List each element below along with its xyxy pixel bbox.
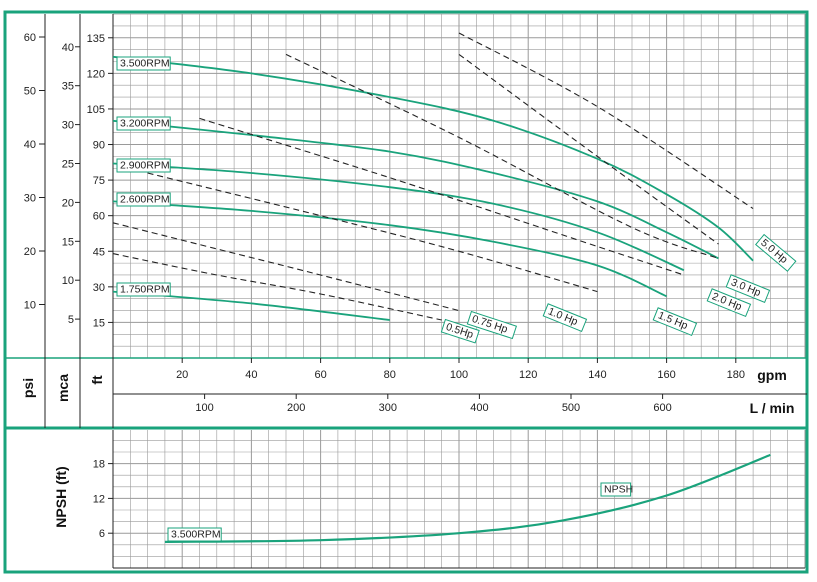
- curve-label-text: 2.600RPM: [120, 194, 170, 206]
- curve-label-box: [652, 307, 698, 337]
- npsh-grid: [112, 430, 806, 569]
- curve-2-900rpm: [112, 162, 685, 272]
- curve-label-text: 1.750RPM: [120, 284, 170, 296]
- curve-label-box: [466, 310, 518, 340]
- curve-label-box: [116, 56, 171, 71]
- ft-tick-label: 75: [93, 175, 105, 187]
- npsh-tick-label: 18: [93, 459, 105, 471]
- npsh-curves: 3.500RPM NPSH: [164, 453, 771, 543]
- curve-0-5hp: [112, 253, 442, 321]
- curve-label-box: [116, 192, 171, 207]
- npsh-curve-3-500rpm: [164, 453, 771, 543]
- lmin-tick-label: 400: [470, 402, 488, 414]
- label-2-900rpm: 2.900RPM: [116, 158, 171, 173]
- curve-label-box: [116, 282, 171, 297]
- curve-2-600rpm: [112, 200, 667, 298]
- lmin-tick-label: 500: [562, 402, 580, 414]
- gpm-tick-label: 60: [314, 369, 326, 381]
- curve-label-box: [706, 288, 752, 318]
- mca-tick-label: 20: [62, 197, 74, 209]
- curve-1-5-hp: [199, 117, 685, 276]
- ft-tick-label: 45: [93, 246, 105, 258]
- lmin-tick-label: 200: [287, 402, 305, 414]
- psi-axis-title: psi: [20, 378, 36, 398]
- perf-grid: [112, 13, 806, 359]
- psi-tick-label: 30: [24, 193, 36, 205]
- ft-tick-label: 60: [93, 211, 105, 223]
- label-1-750rpm: 1.750RPM: [116, 282, 171, 297]
- gpm-tick-label: 140: [588, 369, 606, 381]
- npsh-label-3-500rpm: 3.500RPM: [167, 527, 222, 542]
- curve-label-box: [600, 482, 632, 497]
- ft-tick-label: 30: [93, 282, 105, 294]
- curve-label-box: [116, 116, 171, 131]
- gpm-tick-label: 120: [519, 369, 537, 381]
- curve-label-text: 3.200RPM: [120, 118, 170, 130]
- gpm-tick-label: 160: [657, 369, 675, 381]
- axis-titles: psi mca ft gpm L / min NPSH (ft): [20, 367, 794, 528]
- ft-tick-label: 135: [87, 33, 105, 45]
- ft-axis-title: ft: [89, 375, 105, 385]
- npsh-tick-label: 6: [99, 528, 105, 540]
- label-3-200rpm: 3.200RPM: [116, 116, 171, 131]
- lmin-tick-label: 100: [195, 402, 213, 414]
- psi-tick-label: 20: [24, 246, 36, 258]
- curve-3-0-hp: [458, 53, 719, 245]
- mca-axis-title: mca: [55, 374, 71, 402]
- ft-tick-label: 120: [87, 68, 105, 80]
- psi-tick-label: 60: [24, 32, 36, 44]
- curve-label-text: NPSH: [604, 484, 633, 496]
- curve-label-box: [167, 527, 222, 542]
- psi-tick-label: 50: [24, 86, 36, 98]
- npsh-annotation: NPSH: [600, 482, 633, 497]
- label-3-500rpm: 3.500RPM: [116, 56, 171, 71]
- curve-label-box: [116, 158, 171, 173]
- gpm-tick-label: 80: [384, 369, 396, 381]
- curve-label-text: 2.900RPM: [120, 160, 170, 172]
- mca-tick-label: 35: [62, 81, 74, 93]
- curve-3-200rpm: [112, 119, 719, 260]
- axis-ticks: 10 20 30 40 50 60 5 10 15 20 25 30 35 40 15 30 45 60 75 90 1…: [24, 32, 745, 540]
- mca-tick-label: 5: [68, 314, 74, 326]
- gpm-tick-label: 100: [450, 369, 468, 381]
- mca-tick-label: 30: [62, 120, 74, 132]
- psi-tick-label: 10: [24, 300, 36, 312]
- curve-label-text: 3.500RPM: [120, 58, 170, 70]
- curve-label-box: [755, 233, 797, 272]
- label-2-600rpm: 2.600RPM: [116, 192, 171, 207]
- mca-tick-label: 25: [62, 159, 74, 171]
- curve-label-text: 3.500RPM: [171, 529, 221, 541]
- curve-1-0-hp: [147, 172, 598, 293]
- curve-label-box: [725, 274, 771, 304]
- ft-tick-label: 15: [93, 317, 105, 329]
- curve-label-box: [440, 318, 480, 344]
- psi-tick-label: 40: [24, 139, 36, 151]
- npsh-tick-label: 12: [93, 493, 105, 505]
- curve-0-75-hp: [112, 222, 460, 312]
- axis-frame-lines: [5, 14, 807, 569]
- curve-label-box: [542, 303, 588, 333]
- gpm-tick-label: 20: [176, 369, 188, 381]
- gpm-tick-label: 40: [245, 369, 257, 381]
- mca-tick-label: 40: [62, 42, 74, 54]
- ft-tick-label: 90: [93, 140, 105, 152]
- gpm-tick-label: 180: [727, 369, 745, 381]
- curve-3-500rpm: [112, 55, 754, 262]
- mca-tick-label: 10: [62, 275, 74, 287]
- lmin-tick-label: 300: [379, 402, 397, 414]
- curve-2-0-hp: [285, 53, 719, 259]
- mca-tick-label: 15: [62, 236, 74, 248]
- ft-tick-label: 105: [87, 104, 105, 116]
- npsh-axis-title: NPSH (ft): [53, 466, 69, 527]
- gpm-axis-title: gpm: [757, 367, 787, 383]
- lmin-axis-title: L / min: [750, 400, 795, 416]
- lmin-tick-label: 600: [653, 402, 671, 414]
